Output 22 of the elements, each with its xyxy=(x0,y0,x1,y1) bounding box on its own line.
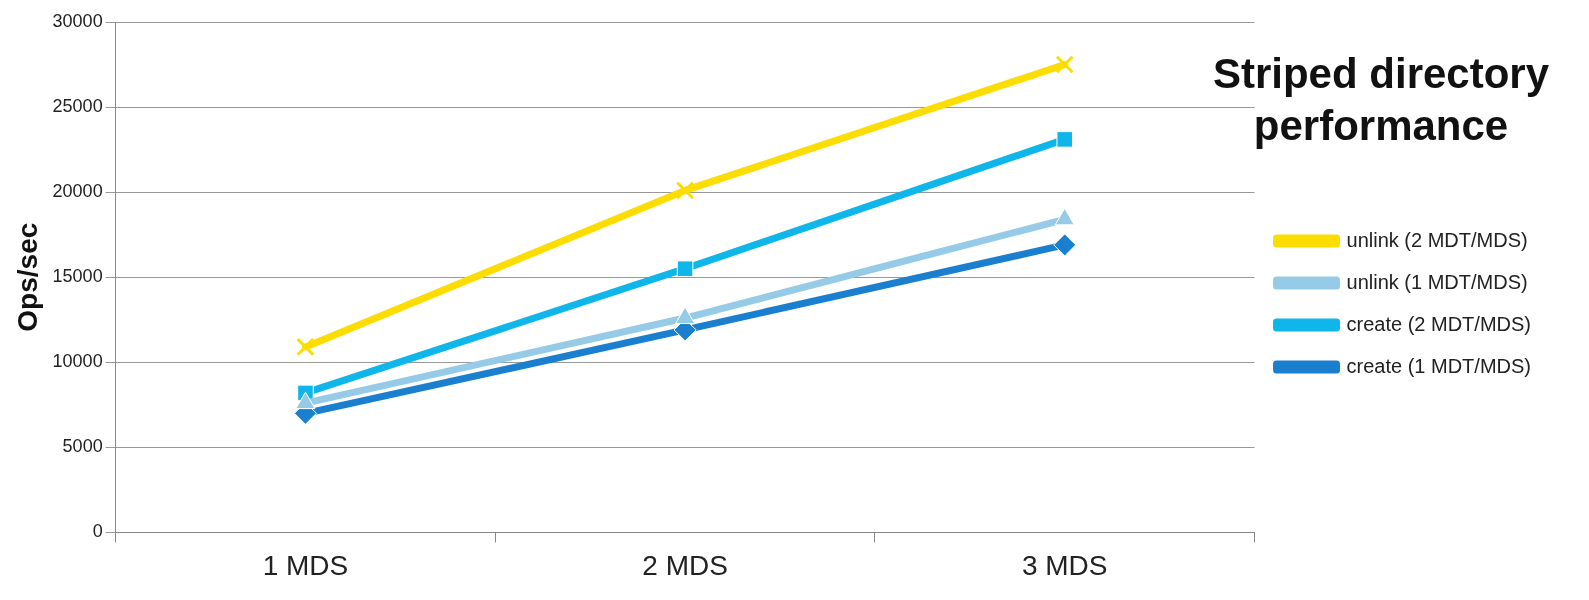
y-tick-label: 0 xyxy=(92,521,103,542)
legend-label: unlink (1 MDT/MDS) xyxy=(1346,270,1528,293)
legend-label: create (2 MDT/MDS) xyxy=(1346,312,1532,335)
point xyxy=(675,181,695,200)
x-tick-label: 2 MDS xyxy=(642,549,728,581)
x-tick-label: 3 MDS xyxy=(1021,549,1108,581)
point xyxy=(296,337,315,357)
point xyxy=(1056,131,1073,148)
point xyxy=(676,260,694,277)
y-tick-label: 20000 xyxy=(52,181,103,202)
legend-label: unlink (2 MDT/MDS) xyxy=(1346,228,1528,251)
y-tick-label: 25000 xyxy=(52,96,103,117)
legend-label: create (1 MDT/MDS) xyxy=(1346,354,1532,377)
y-tick-label: 10000 xyxy=(52,351,103,372)
x-tick-label: 1 MDS xyxy=(262,549,349,581)
point xyxy=(1053,233,1077,257)
y-tick-label: 15000 xyxy=(52,266,103,287)
y-tick-label: 30000 xyxy=(52,10,103,31)
y-axis-title: Ops/sec xyxy=(11,222,43,332)
y-tick-label: 5000 xyxy=(62,436,103,457)
text: Striped directory performance xyxy=(1211,49,1551,151)
point xyxy=(1055,55,1074,74)
